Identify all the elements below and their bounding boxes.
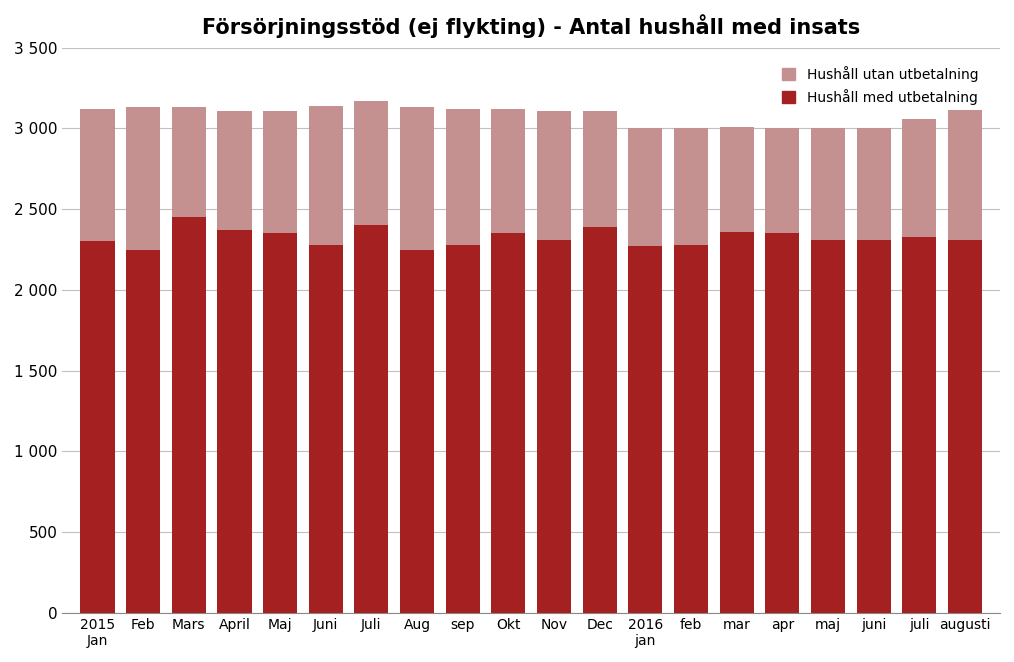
Bar	[491, 109, 525, 234]
Bar	[811, 240, 845, 613]
Bar	[171, 107, 206, 217]
Bar	[445, 245, 480, 613]
Bar	[902, 118, 936, 236]
Bar	[766, 128, 799, 234]
Bar	[857, 240, 890, 613]
Bar	[583, 111, 617, 227]
Bar	[217, 111, 251, 230]
Bar	[902, 236, 936, 613]
Bar	[948, 240, 983, 613]
Bar	[400, 250, 434, 613]
Bar	[674, 128, 708, 245]
Bar	[857, 128, 890, 240]
Bar	[354, 101, 388, 225]
Bar	[126, 107, 160, 250]
Bar	[171, 217, 206, 613]
Bar	[308, 106, 343, 245]
Bar	[811, 128, 845, 240]
Bar	[308, 245, 343, 613]
Bar	[217, 230, 251, 613]
Bar	[629, 246, 662, 613]
Bar	[536, 240, 571, 613]
Bar	[583, 227, 617, 613]
Bar	[445, 109, 480, 245]
Bar	[491, 234, 525, 613]
Bar	[126, 250, 160, 613]
Bar	[80, 109, 115, 242]
Bar	[629, 128, 662, 246]
Bar	[400, 107, 434, 250]
Legend: Hushåll utan utbetalning, Hushåll med utbetalning: Hushåll utan utbetalning, Hushåll med ut…	[776, 60, 984, 110]
Bar	[263, 111, 297, 234]
Bar	[674, 245, 708, 613]
Bar	[766, 234, 799, 613]
Bar	[80, 242, 115, 613]
Bar	[948, 107, 983, 240]
Bar	[354, 225, 388, 613]
Bar	[263, 234, 297, 613]
Title: Försörjningsstöd (ej flykting) - Antal hushåll med insats: Försörjningsstöd (ej flykting) - Antal h…	[202, 14, 860, 38]
Bar	[720, 232, 753, 613]
Bar	[720, 127, 753, 232]
Bar	[536, 111, 571, 240]
